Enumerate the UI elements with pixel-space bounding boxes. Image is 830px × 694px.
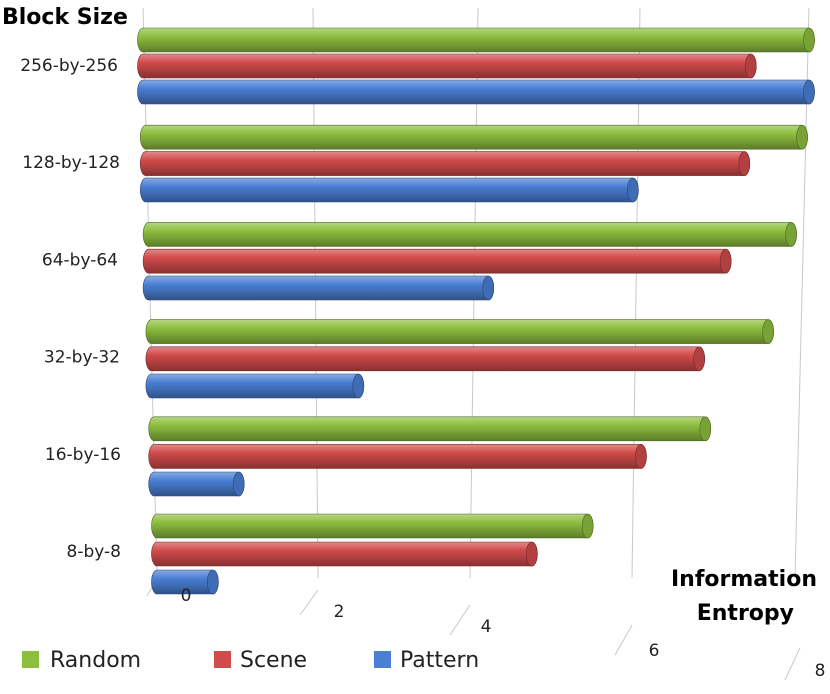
legend-swatch-scene [214, 651, 231, 668]
floor-edge [614, 624, 633, 656]
category-label: 64-by-64 [42, 250, 118, 270]
floor-edge [299, 589, 319, 616]
bars [137, 27, 815, 595]
bar-pattern-32-by-32 [145, 373, 365, 399]
floor-edge [784, 647, 801, 681]
bar-scene-64-by-64 [142, 248, 732, 274]
bar-pattern-128-by-128 [140, 177, 639, 203]
category-label: 256-by-256 [20, 56, 118, 76]
bar-random-8-by-8 [151, 513, 594, 539]
bar-scene-8-by-8 [151, 541, 538, 567]
bar-pattern-256-by-256 [137, 79, 815, 105]
legend: Random Scene Pattern [22, 648, 479, 673]
category-label: 128-by-128 [22, 153, 120, 173]
bar-scene-256-by-256 [137, 53, 757, 79]
x-tick-label: 4 [481, 617, 492, 637]
floor-edge [449, 604, 471, 636]
bar-random-128-by-128 [140, 124, 808, 150]
bar-random-16-by-16 [148, 416, 712, 442]
y-axis-title: Block Size [2, 5, 128, 30]
bar-random-32-by-32 [145, 319, 774, 344]
bar-random-64-by-64 [142, 222, 797, 247]
x-axis-title-line1: Information [671, 567, 817, 592]
category-label: 32-by-32 [44, 348, 120, 368]
legend-swatch-random [22, 651, 39, 668]
category-label: 8-by-8 [67, 542, 121, 562]
bar-pattern-16-by-16 [148, 471, 245, 497]
x-tick-label: 6 [649, 641, 660, 661]
legend-label-random: Random [50, 648, 141, 673]
x-tick-label: 0 [181, 586, 192, 606]
bar-scene-32-by-32 [145, 346, 705, 372]
bar-scene-128-by-128 [140, 151, 751, 176]
legend-label-scene: Scene [240, 648, 307, 673]
bar-pattern-8-by-8 [151, 569, 219, 595]
bar-pattern-64-by-64 [142, 275, 495, 301]
category-label: 16-by-16 [45, 445, 121, 465]
tick-labels: 0 2 4 6 8 [181, 586, 826, 681]
x-tick-label: 2 [334, 602, 345, 622]
bar-random-256-by-256 [137, 27, 815, 53]
legend-swatch-pattern [374, 651, 391, 668]
bar-scene-16-by-16 [148, 444, 647, 469]
x-axis-title-line2: Entropy [697, 601, 794, 626]
category-labels: 256-by-256 128-by-128 64-by-64 32-by-32 16-b… [20, 56, 121, 562]
x-tick-label: 8 [815, 661, 826, 681]
legend-label-pattern: Pattern [400, 648, 479, 673]
